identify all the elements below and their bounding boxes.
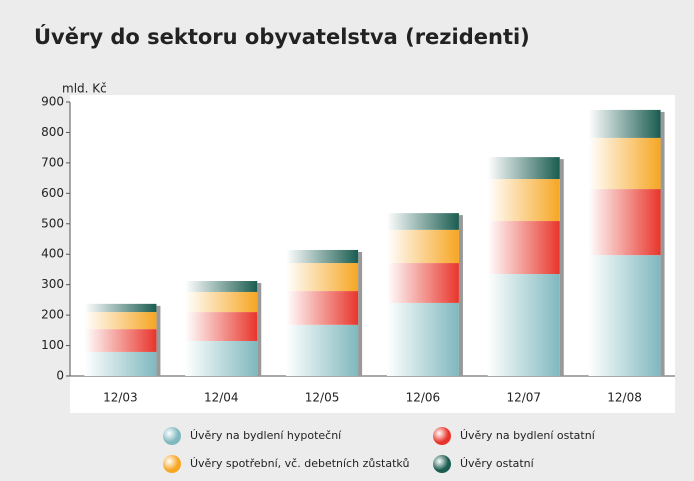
legend-swatch [163,427,181,445]
bar-segment [286,324,359,376]
legend-swatch [433,455,451,473]
bar-shadow [358,251,363,376]
bar-segment [487,274,560,376]
bar-segment [185,340,258,376]
bar-segment [185,312,258,341]
x-tick-label: 12/07 [506,391,541,405]
bar-segment [588,109,661,138]
y-tick-label: 100 [41,338,64,352]
y-axis-label: mld. Kč [62,82,107,96]
bar-segment [386,213,459,230]
legend-label: Úvěry spotřební, vč. debetních zůstatků [190,457,409,470]
bar-segment [588,137,661,190]
chart-title: Úvěry do sektoru obyvatelstva (rezidenti… [34,24,530,49]
y-tick-label: 400 [41,247,64,261]
x-tick-label: 12/05 [305,391,340,405]
x-tick-label: 12/08 [607,391,642,405]
y-tick-label: 900 [41,95,64,109]
bar-segment [487,157,560,180]
plot-area [70,95,675,413]
bar-shadow [458,215,463,376]
x-tick-label: 12/03 [103,391,138,405]
bar-segment [286,249,359,264]
legend-label: Úvěry ostatní [460,457,535,470]
legend-label: Úvěry na bydlení hypoteční [190,429,342,442]
bar-shadow [156,305,161,376]
bar-shadow [559,159,564,376]
y-tick-label: 300 [41,277,64,291]
bar-segment [386,302,459,376]
x-tick-label: 12/06 [406,391,441,405]
bar-segment [84,303,157,313]
legend-swatch [163,455,181,473]
bar-segment [487,179,560,222]
y-tick-label: 500 [41,216,64,230]
y-tick-label: 800 [41,125,64,139]
bar-segment [588,255,661,376]
bar-shadow [257,283,262,376]
y-tick-label: 600 [41,186,64,200]
bar-segment [386,263,459,303]
bar-segment [84,351,157,376]
y-tick-label: 700 [41,155,64,169]
legend-label: Úvěry na bydlení ostatní [460,429,596,442]
bar-segment [84,329,157,352]
legend-swatch [433,427,451,445]
bar-segment [588,189,661,256]
bar-segment [386,229,459,264]
y-tick-label: 200 [41,308,64,322]
y-tick-label: 0 [56,369,64,383]
bar-segment [185,291,258,313]
x-tick-label: 12/04 [204,391,239,405]
bar-segment [286,263,359,292]
bar-segment [286,291,359,325]
bar-segment [487,221,560,275]
bar-segment [185,281,258,292]
bar-segment [84,312,157,330]
bar-shadow [660,111,665,376]
